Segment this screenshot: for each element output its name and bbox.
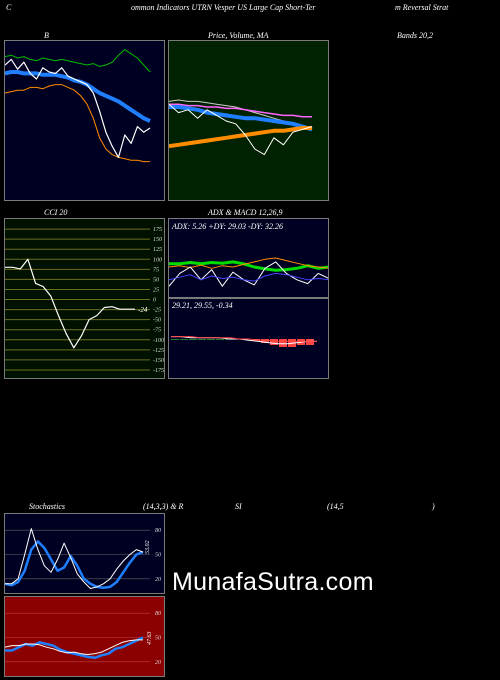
- bollinger-chart: [4, 40, 165, 201]
- price-series-4: [169, 103, 313, 156]
- cci-tick-11: -100: [153, 338, 164, 344]
- header-title: ommon Indicators UTRN Vesper US Large Ca…: [131, 3, 316, 12]
- adx-series-2: [169, 261, 328, 287]
- cci-tick-12: -125: [153, 348, 164, 354]
- cci-tick-1: 150: [153, 237, 162, 243]
- rsi-params: (14,5: [327, 502, 344, 511]
- bollinger-label: B: [44, 31, 49, 40]
- cci-tick-7: 0: [153, 298, 156, 304]
- stoch-series-1: [5, 528, 144, 589]
- cci-tick-5: 50: [153, 277, 159, 283]
- cci-label: CCI 20: [44, 208, 68, 217]
- rsi-value-label: 47.63: [146, 632, 153, 646]
- stoch-tick-0: 80: [155, 528, 161, 534]
- adx-series-3: [169, 272, 328, 282]
- macd-bar-11: [270, 339, 278, 345]
- cci-tick-14: -175: [153, 368, 164, 374]
- adx-series-1: [169, 257, 328, 269]
- stoch-svg: 80 50 20 53.02: [5, 528, 161, 589]
- rsi-series-1: [5, 639, 143, 655]
- macd-bar-1: [180, 339, 188, 340]
- macd-bar-12: [279, 339, 287, 347]
- watermark: MunafaSutra.com: [172, 568, 374, 596]
- macd-bar-10: [261, 339, 269, 343]
- stoch-series-0: [5, 540, 144, 589]
- macd-line-0: [171, 336, 317, 345]
- cci-tick-2: 125: [153, 247, 162, 253]
- cci-tick-3: 100: [153, 257, 162, 263]
- header-prefix: C: [6, 3, 12, 12]
- rsi-close-paren: ): [432, 502, 435, 511]
- cci-tick-6: 25: [153, 287, 159, 293]
- cci-chart: 175 150 125 100 75 50 25 0 -25 -50 -75 -100 -125 -150…: [4, 218, 165, 379]
- adx-macd-label: ADX & MACD 12,26,9: [208, 208, 283, 217]
- macd-line-1: [171, 336, 317, 342]
- stoch-label: Stochastics: [29, 502, 65, 511]
- price-series-2: [169, 105, 313, 132]
- cci-value-label: -24: [138, 306, 148, 314]
- rsi-series-0: [5, 636, 144, 660]
- bollinger-series-2: [5, 84, 150, 163]
- stoch-value-label: 53.02: [145, 541, 151, 555]
- cci-tick-10: -75: [153, 328, 161, 334]
- stoch-params: (14,3,3) & R: [143, 502, 184, 511]
- bollinger-series-3: [5, 58, 151, 159]
- price-chart: [168, 40, 329, 201]
- cci-tick-8: -25: [153, 308, 161, 314]
- macd-bar-0: [171, 339, 179, 340]
- macd-bar-5: [216, 339, 224, 340]
- cci-svg: 175 150 125 100 75 50 25 0 -25 -50 -75 -100 -125 -150…: [5, 227, 164, 374]
- price-series-3: [169, 126, 312, 149]
- adx-values: ADX: 5.26 +DY: 29.03 -DY: 32.26: [172, 222, 284, 231]
- price-svg: [169, 99, 313, 156]
- cci-tick-13: -150: [153, 358, 164, 364]
- cci-tick-4: 75: [153, 267, 159, 273]
- cci-line: [5, 258, 135, 349]
- stochastics-chart: 80 50 20 53.02: [4, 513, 165, 594]
- rsi-tick-2: 20: [155, 660, 161, 666]
- macd-svg: [171, 336, 317, 347]
- adx-chart: ADX: 5.26 +DY: 29.03 -DY: 32.26: [168, 218, 329, 298]
- price-label: Price, Volume, MA: [208, 31, 269, 40]
- cci-tick-0: 175: [153, 227, 162, 233]
- macd-bar-3: [198, 339, 206, 340]
- rsi-tick-0: 80: [155, 611, 161, 617]
- rsi-si-label: SI: [235, 502, 242, 511]
- bands-label: Bands 20,2: [397, 31, 433, 40]
- rsi-tick-1: 50: [155, 636, 161, 642]
- bollinger-series-1: [5, 70, 151, 123]
- macd-bar-4: [207, 339, 215, 340]
- cci-tick-9: -50: [153, 318, 161, 324]
- adx-svg: [169, 257, 328, 287]
- rsi-svg: 80 50 20 47.63: [5, 611, 161, 666]
- bollinger-svg: [5, 49, 151, 163]
- macd-bar-15: [306, 339, 314, 345]
- adx-series-0: [169, 260, 328, 272]
- macd-bar-2: [189, 339, 197, 340]
- stoch-tick-1: 50: [155, 553, 161, 559]
- bollinger-series-0: [5, 49, 151, 73]
- stoch-tick-2: 20: [155, 577, 161, 583]
- macd-chart: 29.21, 29.55, -0.34: [168, 298, 329, 379]
- macd-values: 29.21, 29.55, -0.34: [172, 301, 233, 310]
- price-series-1: [169, 103, 312, 118]
- header-tail: m Reversal Strat: [395, 3, 449, 12]
- rsi-chart: 80 50 20 47.63: [4, 596, 165, 677]
